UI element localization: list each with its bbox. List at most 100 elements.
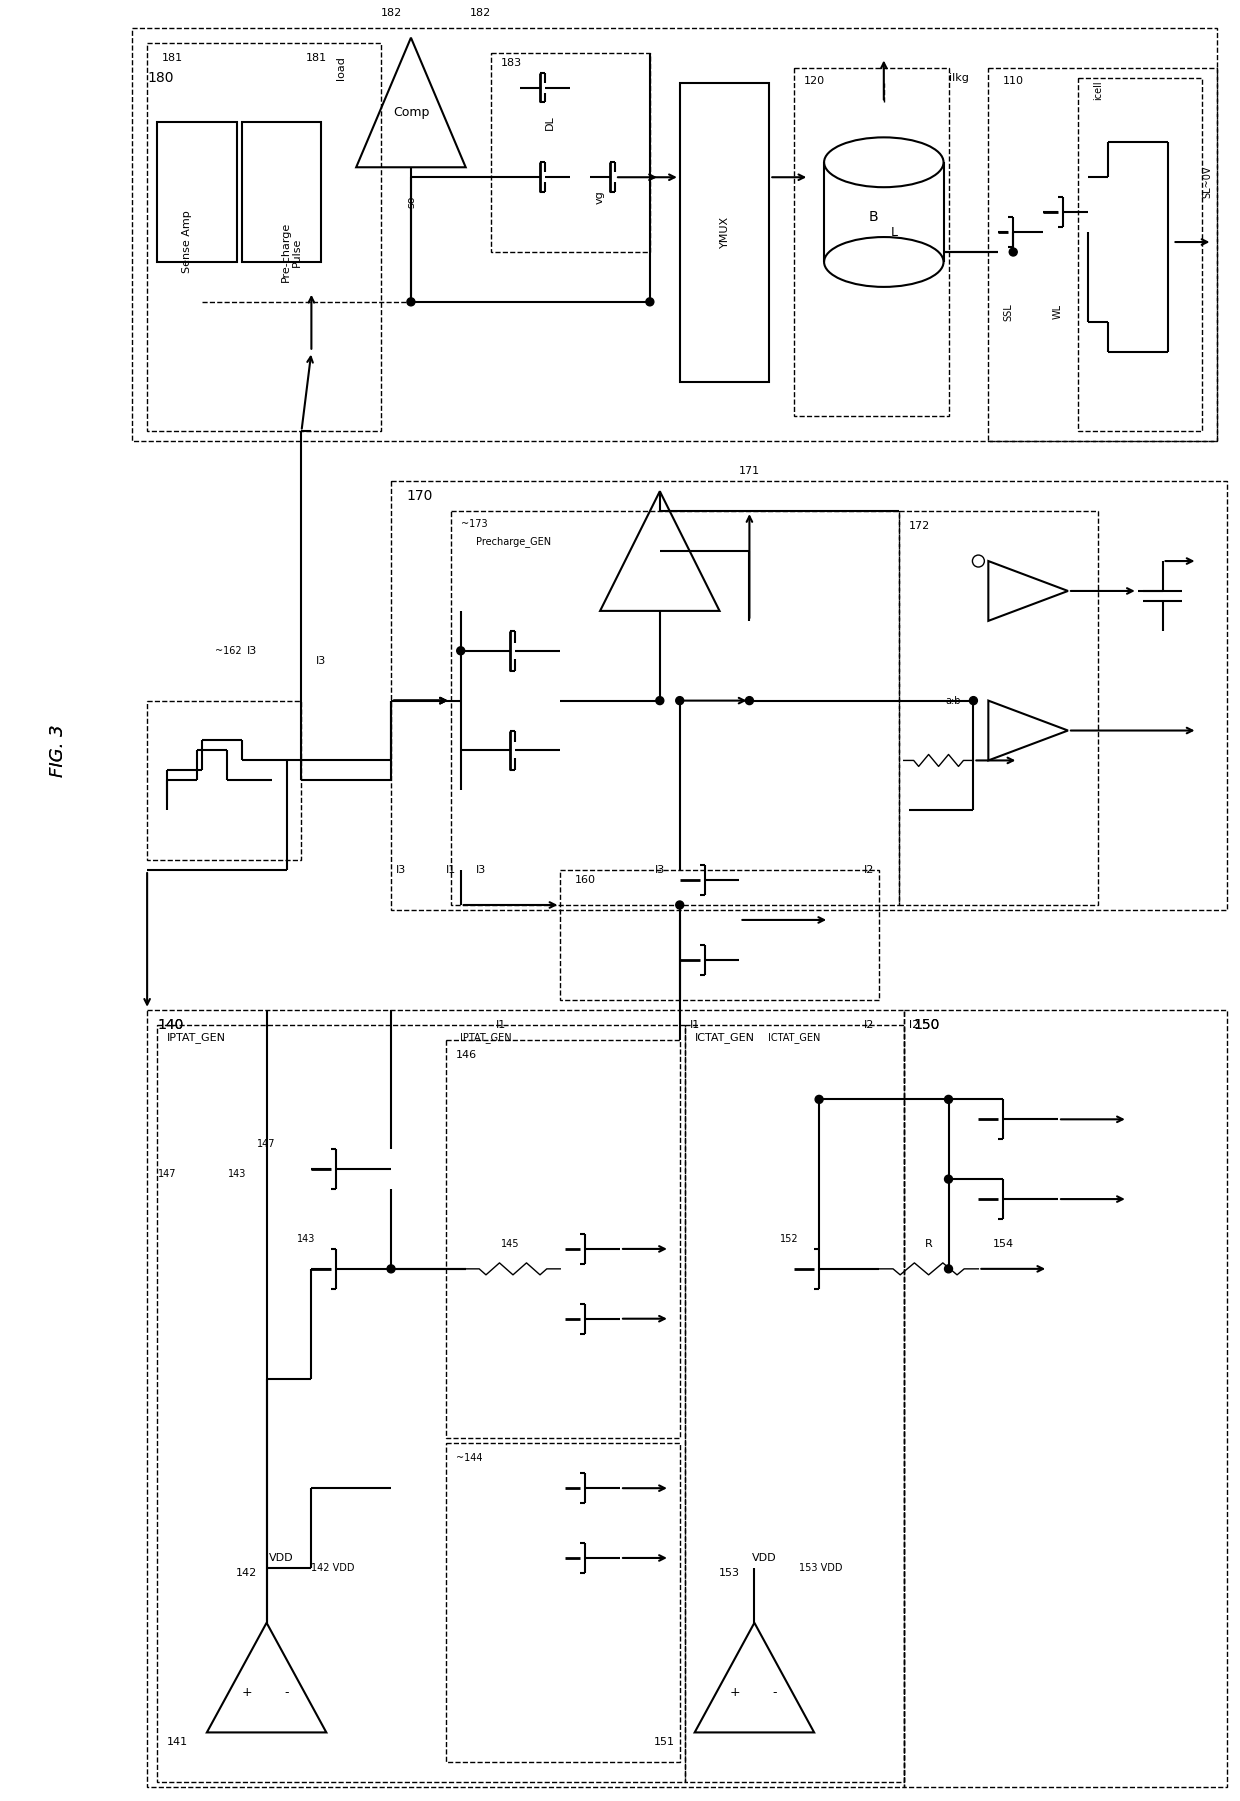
Text: I1: I1 xyxy=(496,1019,506,1030)
Text: Comp: Comp xyxy=(393,106,429,119)
Text: 140: 140 xyxy=(157,1018,184,1032)
Text: 120: 120 xyxy=(805,76,826,85)
Text: ~144: ~144 xyxy=(456,1453,482,1462)
Circle shape xyxy=(945,1174,952,1183)
Bar xyxy=(1078,77,1203,432)
Text: Precharge_GEN: Precharge_GEN xyxy=(476,535,551,546)
Text: I2: I2 xyxy=(864,1019,874,1030)
Bar xyxy=(242,122,321,261)
Text: ilkg: ilkg xyxy=(949,72,968,83)
Text: ICTAT_GEN: ICTAT_GEN xyxy=(694,1032,755,1043)
Text: load: load xyxy=(336,56,346,79)
Text: +: + xyxy=(242,1686,252,1698)
Text: 150: 150 xyxy=(914,1018,940,1032)
Text: so: so xyxy=(405,196,415,209)
Text: 182: 182 xyxy=(470,7,491,18)
Bar xyxy=(148,1010,904,1787)
Text: 150: 150 xyxy=(914,1018,940,1032)
Text: IPTAT_GEN: IPTAT_GEN xyxy=(167,1032,226,1043)
Text: I3: I3 xyxy=(655,864,665,875)
Bar xyxy=(133,27,1218,441)
Text: WL: WL xyxy=(1053,304,1063,319)
Bar xyxy=(904,1010,1228,1787)
Bar xyxy=(446,1039,680,1439)
Circle shape xyxy=(387,1264,396,1273)
Text: 146: 146 xyxy=(456,1050,477,1059)
Bar xyxy=(680,83,769,382)
Text: VDD: VDD xyxy=(269,1552,294,1563)
Text: I1: I1 xyxy=(689,1019,699,1030)
Text: I3: I3 xyxy=(396,864,407,875)
Text: ~162: ~162 xyxy=(215,647,242,656)
Text: I3: I3 xyxy=(316,656,326,666)
Text: 153 VDD: 153 VDD xyxy=(800,1563,843,1572)
Text: FIG. 3: FIG. 3 xyxy=(48,724,67,776)
Text: DL: DL xyxy=(546,115,556,130)
Text: YMUX: YMUX xyxy=(719,216,729,249)
Text: 142: 142 xyxy=(236,1569,258,1578)
Text: ICTAT_GEN: ICTAT_GEN xyxy=(768,1032,821,1043)
Text: icell: icell xyxy=(1092,81,1102,101)
Text: IPTAT_GEN: IPTAT_GEN xyxy=(460,1032,511,1043)
Text: 171: 171 xyxy=(739,466,760,475)
Text: B: B xyxy=(869,211,879,223)
Circle shape xyxy=(970,697,977,704)
Text: VDD: VDD xyxy=(751,1552,776,1563)
Bar xyxy=(684,1025,904,1783)
Text: a:b: a:b xyxy=(946,695,961,706)
Text: 183: 183 xyxy=(501,58,522,68)
Bar xyxy=(157,1025,684,1783)
Circle shape xyxy=(1009,249,1017,256)
Bar xyxy=(899,511,1097,904)
Text: 160: 160 xyxy=(575,875,596,884)
Bar xyxy=(148,43,381,432)
Text: SSL: SSL xyxy=(1003,303,1013,321)
Text: 172: 172 xyxy=(909,520,930,531)
Text: 152: 152 xyxy=(780,1234,799,1244)
Text: FIG. 3: FIG. 3 xyxy=(48,724,67,776)
Text: 182: 182 xyxy=(381,7,402,18)
Circle shape xyxy=(945,1264,952,1273)
Text: 147: 147 xyxy=(157,1169,176,1180)
Text: SL~0V: SL~0V xyxy=(1203,166,1213,198)
Text: 147: 147 xyxy=(258,1140,275,1149)
Text: 143: 143 xyxy=(298,1234,316,1244)
Circle shape xyxy=(456,647,465,656)
Bar xyxy=(148,701,301,861)
Text: Pre-charge
Pulse: Pre-charge Pulse xyxy=(280,222,303,283)
Circle shape xyxy=(676,697,683,704)
Bar xyxy=(560,870,879,1000)
Text: 153: 153 xyxy=(719,1569,740,1578)
Bar xyxy=(451,511,899,904)
Text: R: R xyxy=(925,1239,932,1248)
Circle shape xyxy=(815,1095,823,1104)
Bar xyxy=(988,68,1218,441)
Circle shape xyxy=(656,697,663,704)
Circle shape xyxy=(407,297,415,306)
Text: 145: 145 xyxy=(501,1239,520,1248)
Text: I2: I2 xyxy=(864,864,874,875)
Circle shape xyxy=(745,697,754,704)
Text: 141: 141 xyxy=(166,1738,187,1747)
Bar xyxy=(794,68,949,416)
Text: I3: I3 xyxy=(247,647,257,656)
Text: 143: 143 xyxy=(228,1169,247,1180)
Text: 170: 170 xyxy=(405,490,433,502)
Bar xyxy=(446,1443,680,1763)
Text: -: - xyxy=(773,1686,776,1698)
Text: 181: 181 xyxy=(306,52,327,63)
Text: 181: 181 xyxy=(162,52,184,63)
Text: ~173: ~173 xyxy=(461,519,487,529)
Text: l2: l2 xyxy=(909,1019,919,1030)
Text: -: - xyxy=(284,1686,289,1698)
Text: I3: I3 xyxy=(475,864,486,875)
Text: L: L xyxy=(890,225,898,238)
Text: 180: 180 xyxy=(148,70,174,85)
Circle shape xyxy=(676,900,683,910)
Bar xyxy=(157,122,237,261)
Text: +: + xyxy=(729,1686,740,1698)
Text: 154: 154 xyxy=(993,1239,1014,1248)
Text: Sense Amp: Sense Amp xyxy=(182,211,192,274)
Circle shape xyxy=(646,297,653,306)
Text: vg: vg xyxy=(595,191,605,204)
